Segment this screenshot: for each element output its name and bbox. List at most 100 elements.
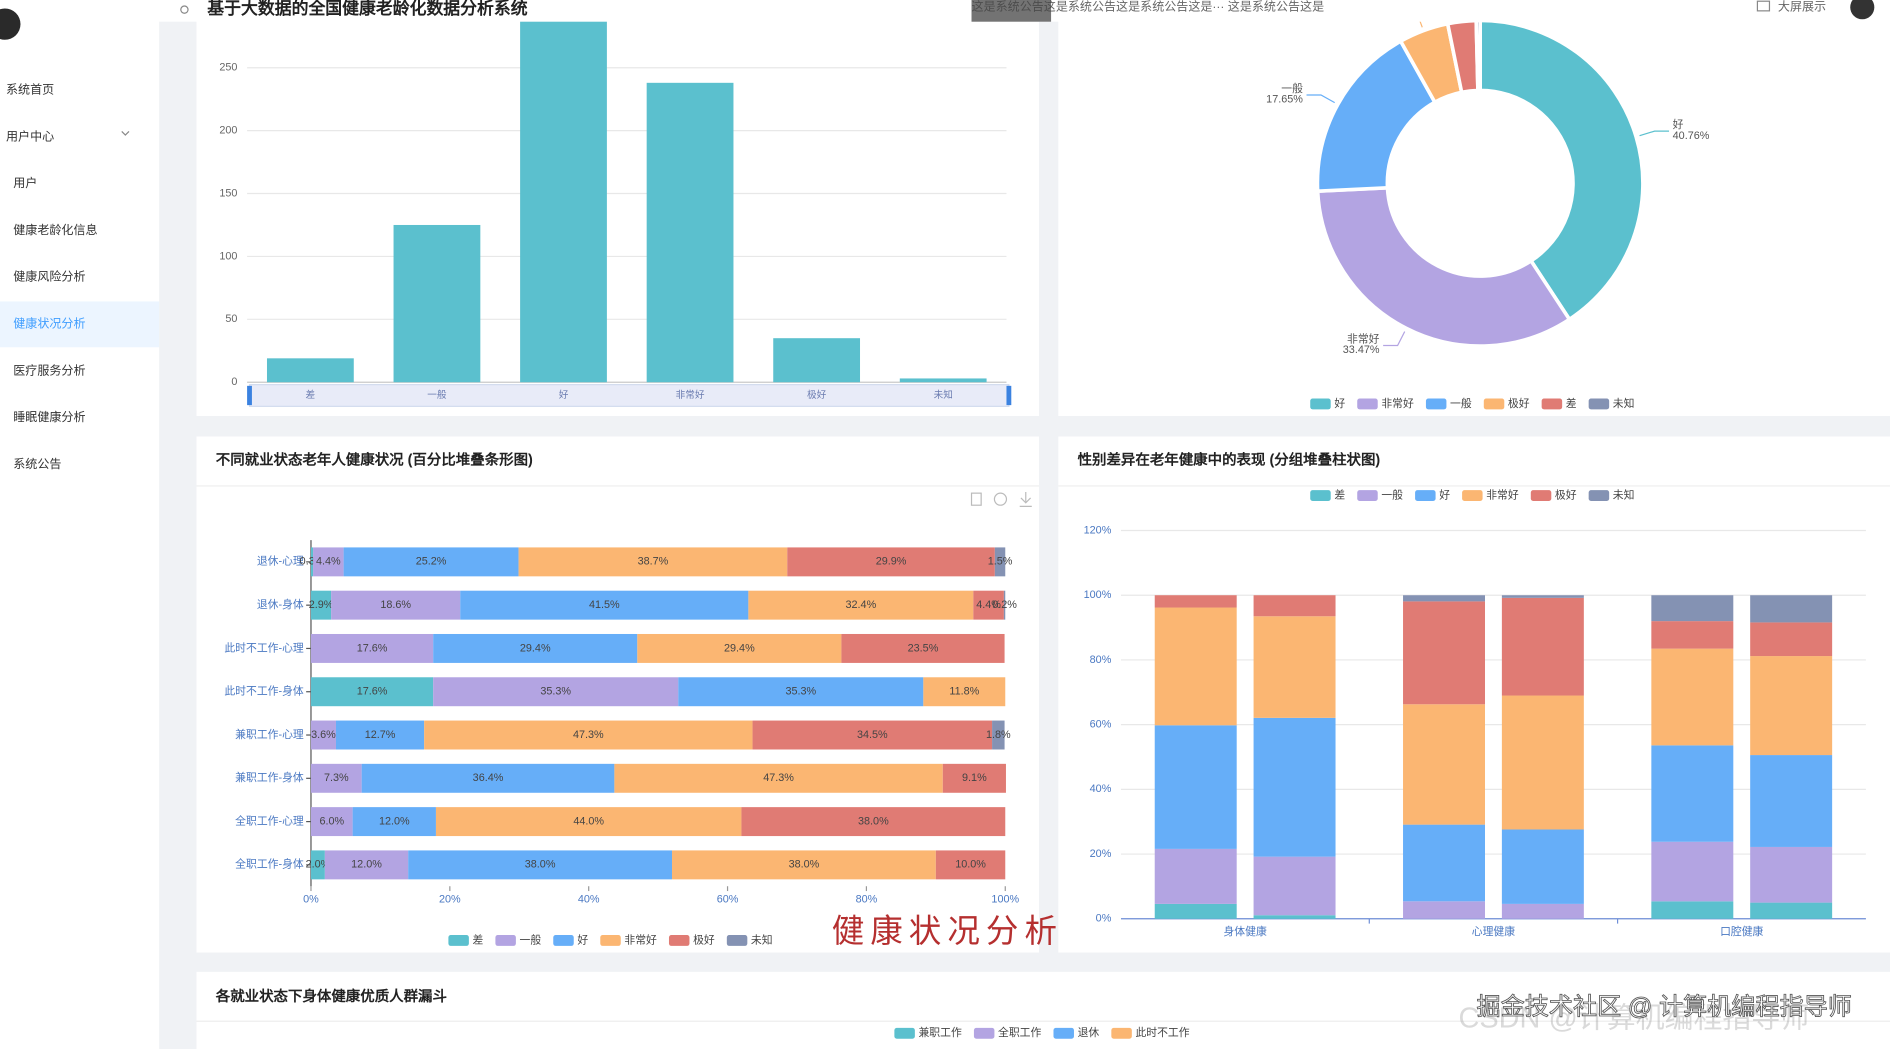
bar-segment xyxy=(310,633,434,663)
data-label: 34.5% xyxy=(857,729,888,741)
bar-segment xyxy=(1750,622,1833,657)
bar-segment xyxy=(310,677,434,707)
x-tick-label: 差 xyxy=(306,389,316,401)
y-tick-label: 40% xyxy=(1090,783,1112,795)
bar-segment xyxy=(460,590,749,620)
bar-segment xyxy=(1750,846,1833,903)
big-screen-link[interactable]: 大屏展示 xyxy=(1778,0,1826,13)
legend-label: 兼职工作 xyxy=(918,1026,961,1039)
data-label: 12.0% xyxy=(379,815,410,827)
y-tick-label: 120% xyxy=(1084,524,1112,536)
data-label: 12.7% xyxy=(365,729,396,741)
bar xyxy=(266,358,354,383)
bar-segment xyxy=(1003,590,1006,620)
y-tick-label: 200 xyxy=(219,124,237,136)
bar-segment xyxy=(1501,829,1584,904)
screen-icon[interactable] xyxy=(1756,0,1771,12)
legend-label: 好 xyxy=(1439,487,1450,501)
x-tick-label: 100% xyxy=(991,893,1019,905)
tool-icon[interactable] xyxy=(993,492,1008,506)
menu-item[interactable]: 系统首页 xyxy=(6,83,54,97)
data-label: 29.4% xyxy=(520,642,551,654)
avatar[interactable] xyxy=(1850,0,1875,20)
legend-swatch xyxy=(1111,1027,1132,1039)
bar-segment xyxy=(424,720,753,750)
watermark: 健康状况分析 xyxy=(832,913,1063,950)
data-label: 2.9% xyxy=(309,599,334,611)
data-label: 4.4% xyxy=(976,599,1001,611)
zoom-slider xyxy=(248,384,1010,407)
bar-segment xyxy=(1750,656,1833,756)
y-tick-label: 全职工作-身体 xyxy=(235,857,304,871)
y-tick-label: 150 xyxy=(219,187,237,199)
bar-segment xyxy=(994,547,1006,577)
bar-segment xyxy=(310,807,353,837)
y-tick-label: 0 xyxy=(231,376,237,388)
collapse-icon[interactable] xyxy=(180,5,189,14)
bar-segment xyxy=(435,807,742,837)
menu-item[interactable]: 用户 xyxy=(13,175,37,190)
legend-swatch xyxy=(1357,398,1378,410)
data-label: 4.4% xyxy=(316,556,341,568)
data-label: 好 xyxy=(1673,117,1684,131)
legend-swatch xyxy=(1415,490,1436,501)
bar-segment xyxy=(1253,915,1336,919)
charts: 050100150200250差 一般好非常好 极好 未知好40.76%非常好33.4… xyxy=(219,0,1866,1039)
bar-segment xyxy=(637,633,842,663)
label-line xyxy=(1306,94,1335,104)
zoom-handle[interactable] xyxy=(1006,385,1012,406)
menu-item[interactable]: 健康老龄化信息 xyxy=(13,222,97,237)
bar-segment xyxy=(433,677,679,707)
menu-item[interactable]: 睡眠健康分析 xyxy=(13,409,85,424)
panel xyxy=(196,0,1040,416)
legend-swatch xyxy=(600,935,621,946)
bar-segment xyxy=(1403,595,1485,602)
bar-segment xyxy=(841,633,1005,663)
y-tick-label: 0% xyxy=(1096,913,1112,925)
legend-swatch xyxy=(495,935,516,946)
zoom-handle[interactable] xyxy=(247,385,252,406)
watermark: 掘金技术社区 @ 计算机编程指导师 xyxy=(1477,993,1852,1020)
bar-segment xyxy=(935,850,1006,880)
data-label: 0.2% xyxy=(992,599,1017,611)
system-title: 基于大数据的全国健康老龄化数据分析系统 xyxy=(206,0,527,18)
legend-label: 一般 xyxy=(1450,397,1472,410)
menu-item[interactable]: 健康风险分析 xyxy=(13,269,85,284)
label-line xyxy=(1383,331,1406,347)
bar xyxy=(393,224,481,383)
legend-swatch xyxy=(553,935,574,946)
bar-segment xyxy=(1501,695,1584,830)
panel-title: 不同就业状态老年人健康状况 (百分比堆叠条形图) xyxy=(216,450,533,468)
x-tick-label: 一般 xyxy=(427,389,447,401)
tool-icon[interactable] xyxy=(1019,491,1032,508)
notice-badge xyxy=(971,0,1052,22)
x-tick-label: 60% xyxy=(717,893,739,905)
legend-label: 未知 xyxy=(1613,396,1635,410)
legend-swatch xyxy=(726,935,748,946)
legend-swatch xyxy=(448,935,469,946)
legend-swatch xyxy=(1483,398,1505,410)
bar-segment xyxy=(310,763,362,793)
bar-segment xyxy=(672,850,936,880)
bar-segment xyxy=(352,807,436,837)
legend-swatch xyxy=(1053,1027,1074,1039)
toolbox[interactable] xyxy=(970,491,1032,508)
data-label: 44.0% xyxy=(573,815,604,827)
menu-item[interactable]: 健康状况分析 xyxy=(13,316,85,331)
avatar[interactable] xyxy=(0,8,21,40)
tool-icon[interactable] xyxy=(970,492,982,506)
data-label: 29.4% xyxy=(724,642,755,654)
legend-swatch xyxy=(894,1027,915,1039)
bar-segment xyxy=(1154,595,1237,608)
menu-item[interactable]: 用户中心 xyxy=(6,128,54,143)
bar xyxy=(899,378,987,383)
menu-item[interactable]: 系统公告 xyxy=(13,457,61,471)
y-tick-label: 50 xyxy=(225,313,237,325)
bar-segment xyxy=(973,590,1004,620)
chevron[interactable] xyxy=(121,131,130,136)
menu-item[interactable]: 医疗服务分析 xyxy=(13,362,85,377)
x-tick-label: 80% xyxy=(856,893,878,905)
data-label: 36.4% xyxy=(473,772,504,784)
bar-segment xyxy=(1253,595,1336,617)
bar xyxy=(520,17,607,383)
